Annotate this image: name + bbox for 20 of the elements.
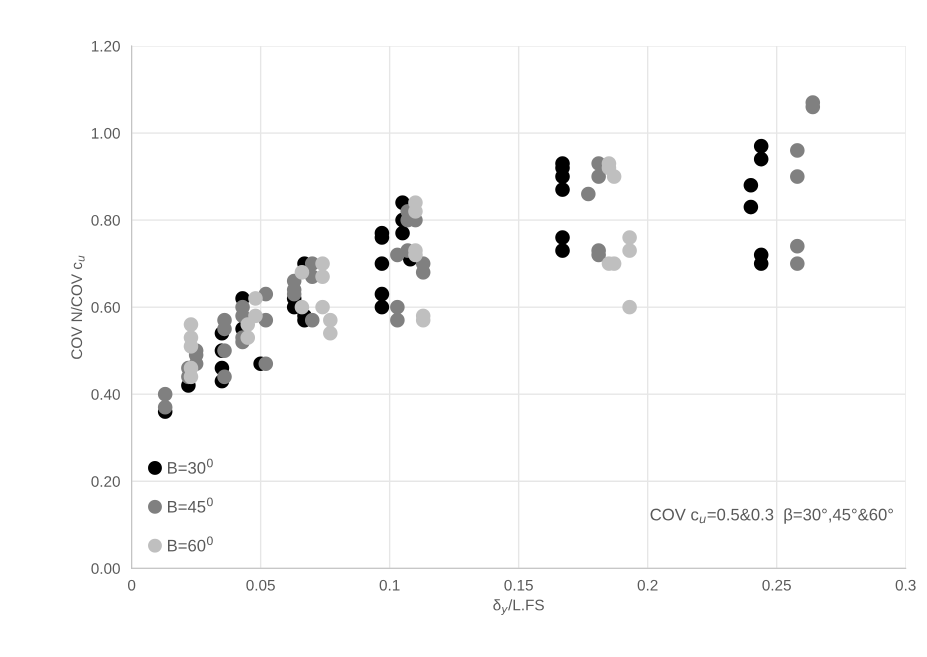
annotation: COV c$_{u}$=0.5&0.3 β=30°,45°&60°: [650, 508, 893, 524]
y-tick-label: 1.20: [92, 40, 120, 52]
y-tick-label: 1.00: [92, 128, 120, 139]
x-tick-label: 0.05: [246, 580, 275, 591]
x-tick-label: 0.3: [896, 580, 916, 591]
x-tick-label: 0.25: [762, 580, 791, 591]
x-tick-label: 0: [128, 580, 136, 591]
y-tick-label: 0.60: [91, 302, 120, 313]
legend-label: B=30$^{0}$: [168, 458, 213, 474]
legend-label: B=60$^{0}$: [168, 536, 213, 552]
x-tick-label: 0.15: [504, 580, 533, 591]
y-tick-label: 0.80: [91, 214, 120, 226]
y-axis-title: COV N/COV c$_{u}$: [70, 256, 85, 359]
x-tick-label: 0.2: [638, 580, 658, 591]
legend-label: B=45$^{0}$: [168, 497, 213, 513]
x-tick-label: 0.1: [380, 580, 400, 591]
y-tick-label: 0.00: [91, 563, 120, 574]
x-axis-title: δ$_{y}$/L.FS: [493, 599, 544, 616]
y-tick-label: 0.20: [91, 476, 120, 487]
y-tick-label: 0.40: [91, 389, 120, 400]
